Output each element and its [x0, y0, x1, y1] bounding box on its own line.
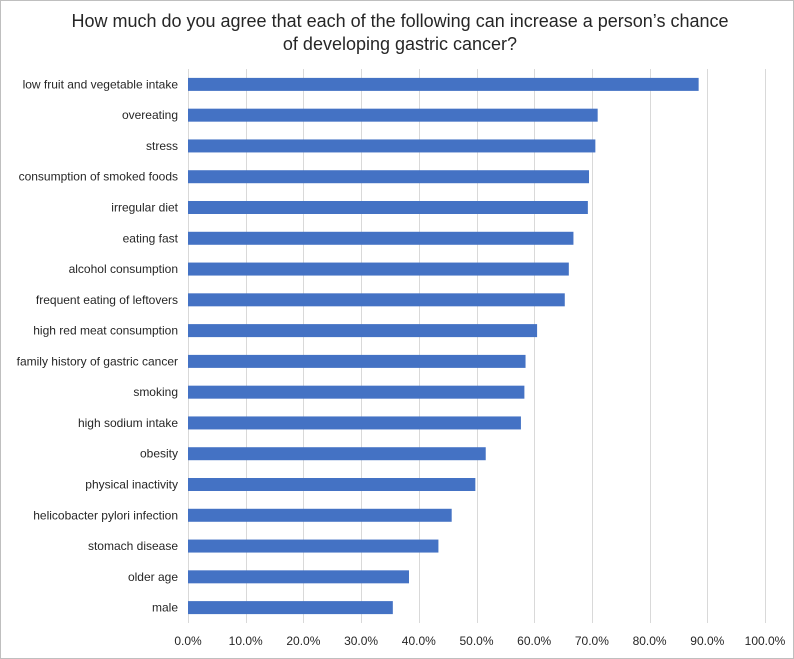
category-label: helicobacter pylori infection [33, 508, 178, 522]
bar [188, 447, 486, 461]
x-tick-label: 20.0% [286, 634, 320, 648]
category-label: alcohol consumption [69, 262, 178, 276]
category-label: irregular diet [111, 201, 178, 215]
bar [188, 385, 525, 399]
category-label: obesity [140, 447, 178, 461]
x-tick-label: 80.0% [633, 634, 667, 648]
bars [188, 77, 699, 615]
bar [188, 293, 565, 307]
x-axis-tick-labels: 0.0% 10.0% 20.0% 30.0% 40.0% 50.0% 60.0% 70.0% 8… [174, 634, 785, 648]
category-label: frequent eating of leftovers [36, 293, 178, 307]
category-label: eating fast [123, 231, 179, 245]
bar [188, 201, 588, 214]
bar [188, 108, 598, 122]
category-label: family history of gastric cancer [17, 354, 178, 368]
category-label: stress [146, 139, 178, 153]
bar [188, 570, 409, 584]
bar [188, 77, 699, 91]
category-label: low fruit and vegetable intake [23, 77, 179, 91]
category-label: physical inactivity [85, 478, 178, 492]
chart-title: How much do you agree that each of the f… [60, 10, 740, 56]
bar [188, 416, 521, 430]
bar [188, 231, 574, 245]
category-label: high red meat consumption [33, 324, 178, 338]
category-label: consumption of smoked foods [19, 170, 178, 184]
category-labels: low fruit and vegetable intake overeating… [17, 77, 179, 614]
category-label: male [152, 601, 178, 615]
bar [188, 139, 596, 153]
category-label: overeating [122, 108, 178, 122]
x-tick-label: 30.0% [344, 634, 378, 648]
bar [188, 262, 569, 276]
x-tick-label: 60.0% [517, 634, 551, 648]
x-tick-label: 100.0% [745, 634, 786, 648]
category-label: smoking [133, 385, 178, 399]
x-tick-label: 50.0% [459, 634, 493, 648]
category-label: stomach disease [88, 539, 178, 553]
bar [188, 508, 452, 522]
bar [188, 601, 393, 615]
bar [188, 539, 439, 553]
chart-title-line-2: of developing gastric cancer? [282, 34, 518, 54]
bar [188, 170, 590, 184]
gridlines [188, 69, 766, 623]
bar [188, 324, 538, 338]
bar [188, 354, 526, 368]
x-tick-label: 40.0% [402, 634, 436, 648]
x-tick-label: 70.0% [575, 634, 609, 648]
category-label: high sodium intake [78, 416, 178, 430]
x-tick-label: 90.0% [690, 634, 724, 648]
x-tick-label: 0.0% [174, 634, 202, 648]
category-label: older age [128, 570, 178, 584]
bar [188, 478, 476, 491]
chart-title-line-1: How much do you agree that each of the f… [71, 11, 729, 31]
x-tick-label: 10.0% [229, 634, 263, 648]
